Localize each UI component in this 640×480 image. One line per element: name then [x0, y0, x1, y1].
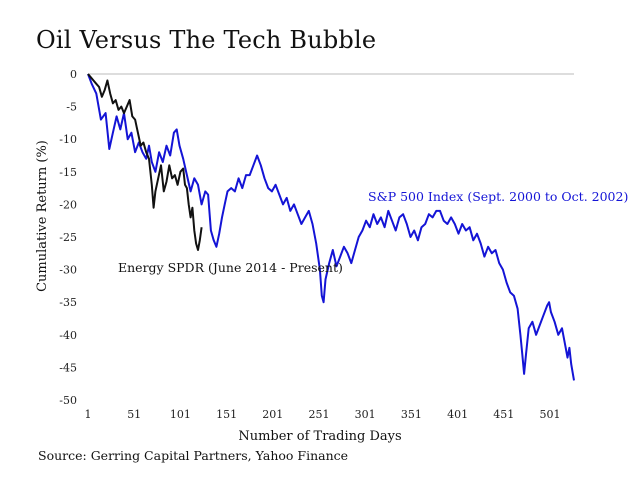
x-tick-label: 51 — [127, 408, 141, 421]
chart-title: Oil Versus The Tech Bubble — [36, 26, 377, 54]
energy-spdr-annotation: Energy SPDR (June 2014 - Present) — [118, 260, 343, 275]
x-tick-label: 151 — [216, 408, 237, 421]
y-tick-label: -10 — [59, 133, 77, 146]
y-tick-label: -35 — [59, 296, 77, 309]
y-tick-label: -30 — [59, 264, 77, 277]
y-tick-label: -50 — [59, 394, 77, 407]
source-note: Source: Gerring Capital Partners, Yahoo … — [38, 448, 349, 463]
x-tick-label: 501 — [539, 408, 560, 421]
sp500-series-line — [87, 73, 575, 381]
x-axis-label: Number of Trading Days — [238, 429, 401, 444]
y-tick-label: -45 — [59, 361, 77, 374]
y-axis-ticks: 0 -5 -10 -15 -20 -25 -30 -35 -40 -45 -50 — [59, 68, 77, 407]
y-tick-label: -15 — [59, 166, 77, 179]
y-tick-label: -40 — [59, 329, 77, 342]
x-tick-label: 101 — [170, 408, 191, 421]
y-axis-label: Cumulative Return (%) — [35, 140, 50, 292]
y-tick-label: -25 — [59, 231, 77, 244]
series-lines — [87, 73, 575, 381]
x-axis-ticks: 1 51 101 151 201 251 301 351 401 451 501 — [85, 408, 561, 421]
y-tick-label: -20 — [59, 198, 77, 211]
y-tick-label: -5 — [66, 101, 77, 114]
y-tick-label: 0 — [70, 68, 77, 81]
energy-spdr-series-line — [87, 73, 203, 251]
x-tick-label: 451 — [493, 408, 514, 421]
x-tick-label: 401 — [447, 408, 468, 421]
x-tick-label: 251 — [308, 408, 329, 421]
sp500-annotation: S&P 500 Index (Sept. 2000 to Oct. 2002) — [368, 189, 628, 204]
x-tick-label: 1 — [85, 408, 92, 421]
x-tick-label: 351 — [401, 408, 422, 421]
x-tick-label: 201 — [262, 408, 283, 421]
x-tick-label: 301 — [355, 408, 376, 421]
